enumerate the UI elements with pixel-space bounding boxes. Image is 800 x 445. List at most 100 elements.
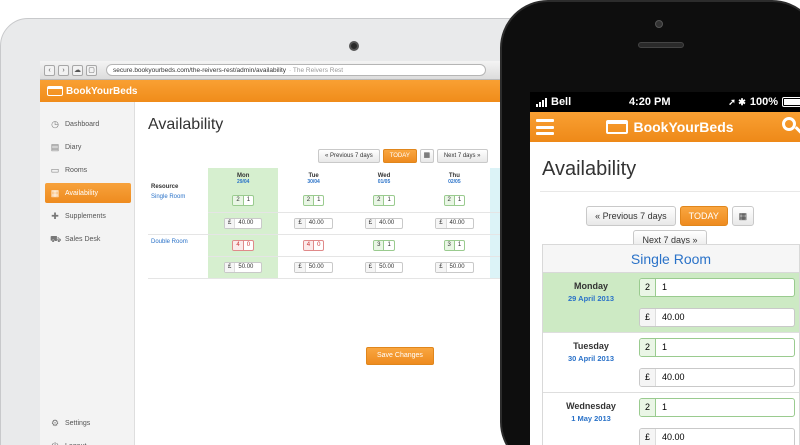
dashboard-icon: ◷ [51,119,59,129]
price-input[interactable]: £50.00 [224,261,263,273]
signal-icon [536,97,547,107]
available-count: 1 [457,197,462,204]
main-content: Availability « Previous 7 days TODAY ▦ N… [148,102,560,445]
sidebar-item-label: Settings [65,419,91,427]
total-count: 4 [233,240,244,250]
sidebar-item-rooms[interactable]: ▭ Rooms [45,160,134,180]
currency-symbol: £ [436,218,447,228]
available-count: 1 [662,402,668,412]
price-input[interactable]: £40.00 [639,428,795,445]
price-value: 40.00 [238,219,254,226]
room-availability-card: Single Room Monday 29 April 2013 2 1 £40.00 T… [542,244,800,445]
currency-symbol: £ [225,218,236,228]
room-name-cell: Double Room [148,234,208,279]
day-date[interactable]: 02/05 [448,179,461,185]
cloud-icon[interactable]: ☁ [72,64,83,76]
price-input[interactable]: £50.00 [294,261,333,273]
day-date[interactable]: 30/04 [307,179,320,185]
next-week-button[interactable]: Next 7 days » [436,149,488,163]
today-button[interactable]: TODAY [679,206,728,226]
back-icon[interactable]: ‹ [44,64,55,76]
phone-device: Bell 4:20 PM ➚ ✱ 100% BookYourBeds Avail… [500,0,800,445]
available-count: 1 [317,197,321,204]
sidebar-item-sales-desk[interactable]: ⛟ Sales Desk [45,229,134,249]
brand-name: BookYourBeds [633,119,734,135]
day-name: Mon [237,173,250,179]
hamburger-menu-icon[interactable] [536,119,554,135]
day-label: Tuesday 30 April 2013 [543,333,639,392]
price-cell: £50.00 [208,256,279,279]
price-value: 50.00 [449,263,465,270]
room-name-cell: Single Room [148,190,208,235]
camera-icon [349,41,359,51]
day-date[interactable]: 01/05 [377,179,391,185]
price-input[interactable]: £40.00 [435,217,474,229]
sidebar: ◷ Dashboard ▤ Diary ▭ Rooms ▦ Availability ✚ Supp… [40,102,135,445]
room-name-link[interactable]: Double Room [151,238,188,245]
price-input[interactable]: £40.00 [224,217,263,229]
day-date[interactable]: 29 April 2013 [568,294,614,303]
price-input[interactable]: £50.00 [435,261,474,273]
price-cell: £50.00 [348,256,420,279]
url-field[interactable]: secure.bookyourbeds.com/the-reivers-rest… [106,64,486,76]
today-button[interactable]: TODAY [382,149,417,163]
available-count: 1 [246,197,251,204]
price-input[interactable]: £40.00 [364,217,404,229]
sidebar-item-diary[interactable]: ▤ Diary [45,137,134,157]
brand-logo[interactable]: BookYourBeds [606,119,734,135]
sidebar-item-logout[interactable]: ⏻ Logout [45,436,135,445]
day-date[interactable]: 30 April 2013 [568,354,614,363]
day-date[interactable]: 29/04 [236,179,250,185]
day-date[interactable]: 1 May 2013 [571,414,611,423]
sidebar-item-dashboard[interactable]: ◷ Dashboard [45,114,134,134]
previous-week-button[interactable]: « Previous 7 days [586,206,676,226]
forward-icon[interactable]: › [58,64,69,76]
sidebar-item-supplements[interactable]: ✚ Supplements [45,206,134,226]
sidebar-item-label: Supplements [65,212,106,220]
calendar-icon[interactable]: ▦ [419,149,434,163]
day-header: Wed 01/05 [349,168,419,190]
previous-week-button[interactable]: « Previous 7 days [318,149,380,163]
calendar-icon[interactable]: ▦ [731,206,754,226]
brand-logo[interactable]: BookYourBeds [47,86,138,97]
puzzle-icon: ✚ [51,211,59,221]
battery-percent: 100% [749,96,778,108]
price-input[interactable]: £40.00 [294,217,333,229]
sidebar-item-availability[interactable]: ▦ Availability [45,183,131,203]
price-input[interactable]: £40.00 [639,368,795,387]
price-input[interactable]: £50.00 [364,261,404,273]
day-fields: 2 1 £40.00 [639,393,799,445]
price-value: 40.00 [449,219,465,226]
tablet-screen: ‹ › ☁ ▢ secure.bookyourbeds.com/the-reiv… [40,61,560,445]
search-icon[interactable] [782,117,796,131]
currency-symbol: £ [365,262,377,272]
price-input[interactable]: £40.00 [639,308,795,327]
site-name: · The Reivers Rest [289,67,344,74]
day-row: Monday 29 April 2013 2 1 £40.00 [543,273,799,333]
app-header: BookYourBeds [40,80,560,102]
room-name-link[interactable]: Single Room [151,194,186,200]
battery-icon [782,97,800,107]
bookmarks-icon[interactable]: ▢ [86,64,97,76]
day-name: Wednesday [566,401,616,411]
total-count: 2 [640,279,656,296]
save-changes-button[interactable]: Save Changes [366,347,434,365]
power-icon: ⏻ [50,441,60,445]
sidebar-item-settings[interactable]: ⚙ Settings [45,413,135,433]
total-count: 2 [233,196,244,206]
